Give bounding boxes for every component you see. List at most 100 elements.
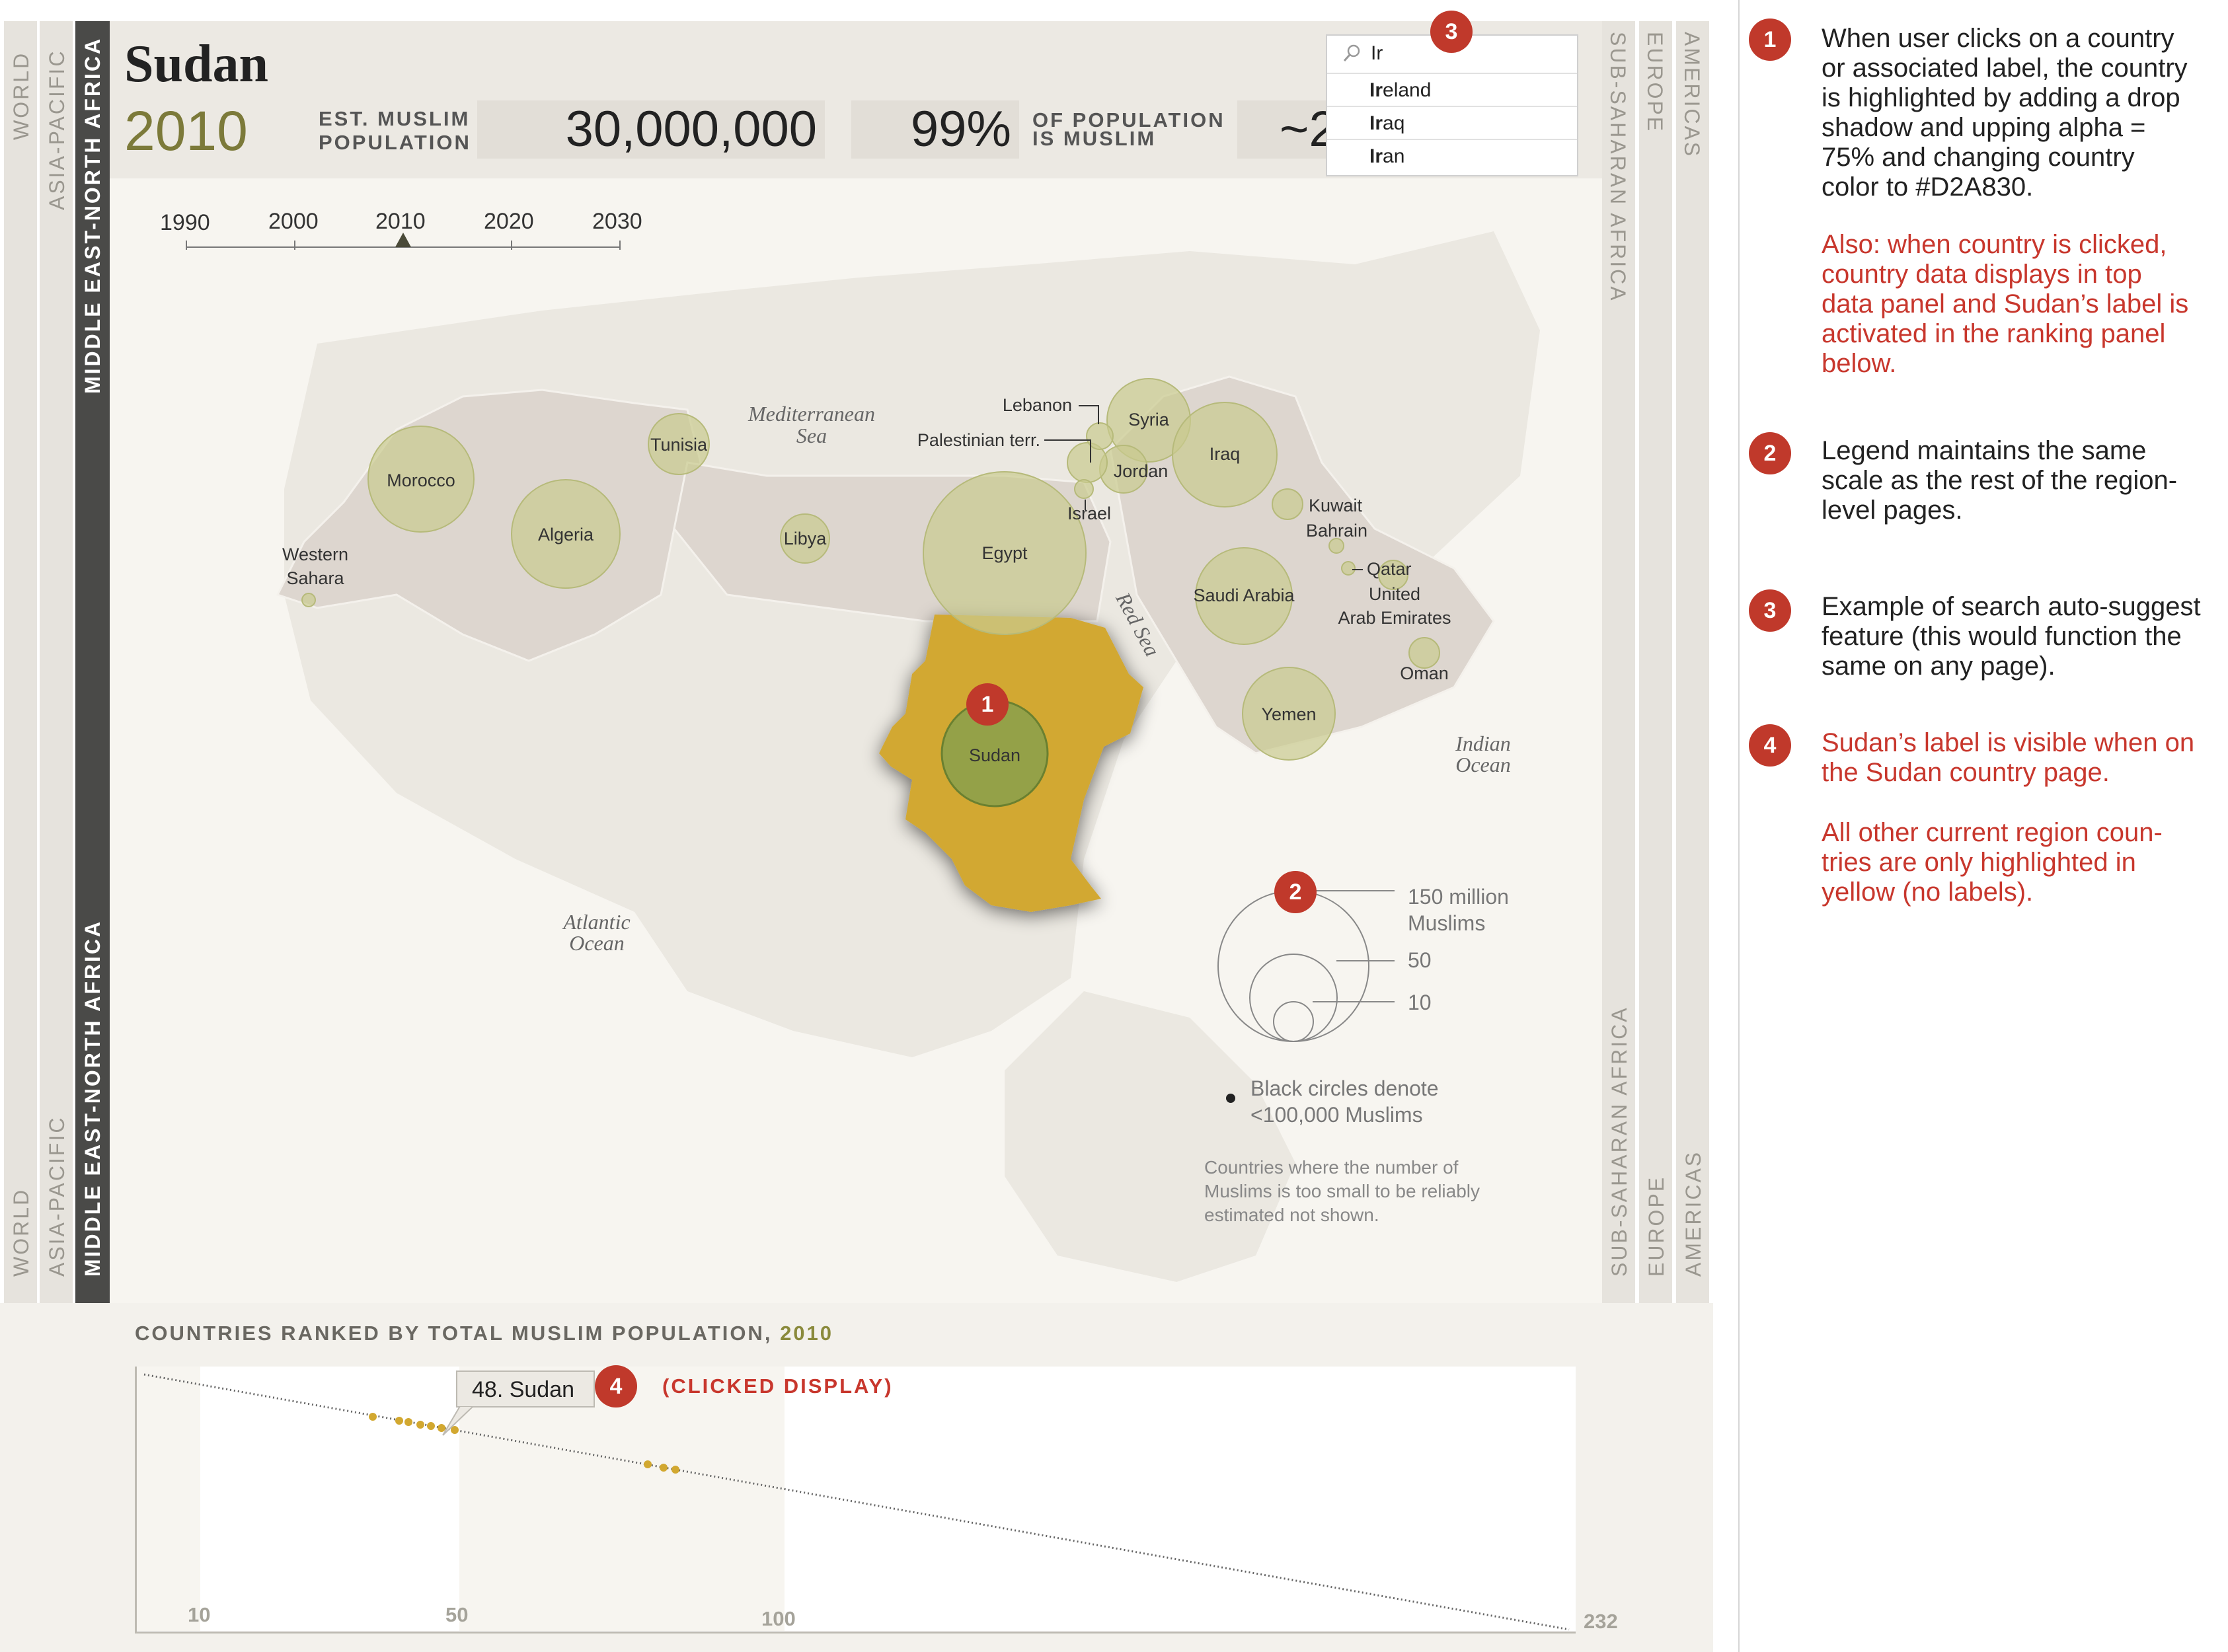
- suggestion-item[interactable]: Ireland: [1327, 73, 1577, 106]
- label-oman[interactable]: Oman: [1400, 663, 1449, 683]
- note-line: color to #D2A830.: [1822, 172, 2034, 202]
- nav-europe-label-bottom[interactable]: EUROPE: [1644, 1175, 1668, 1277]
- suggestion-match: Ir: [1369, 145, 1383, 167]
- bubble-algeria[interactable]: [511, 479, 621, 589]
- note-line: feature (this would function the: [1822, 622, 2182, 651]
- label-kuwait[interactable]: Kuwait: [1309, 496, 1363, 515]
- timeline-year-2020[interactable]: 2020: [484, 209, 534, 234]
- note-line: tries are only highlighted in: [1822, 848, 2136, 877]
- label-jordan[interactable]: Jordan: [1114, 461, 1169, 481]
- nav-asia-pacific-tab[interactable]: [40, 21, 73, 1303]
- bubble-iraq[interactable]: [1172, 402, 1278, 507]
- country-title: Sudan: [124, 35, 268, 93]
- rank-dot[interactable]: [395, 1417, 403, 1425]
- label-bahrain[interactable]: Bahrain: [1306, 521, 1367, 541]
- rank-dot[interactable]: [672, 1466, 679, 1474]
- note-1-red-text: Also: when country is clicked, country d…: [1822, 230, 2188, 379]
- rank-dot[interactable]: [660, 1464, 668, 1472]
- label-egypt[interactable]: Egypt: [981, 543, 1028, 563]
- label-morocco[interactable]: Morocco: [387, 470, 455, 490]
- label-sudan[interactable]: Sudan: [969, 745, 1020, 765]
- bubble-oman[interactable]: [1408, 637, 1440, 669]
- rank-dot[interactable]: [416, 1421, 424, 1429]
- bubble-morocco[interactable]: [367, 426, 475, 533]
- label-tunisia[interactable]: Tunisia: [650, 435, 708, 455]
- rank-dot[interactable]: [404, 1418, 412, 1426]
- label-syria[interactable]: Syria: [1128, 410, 1169, 430]
- nav-world-label-bottom[interactable]: WORLD: [9, 1187, 33, 1277]
- note-line: is highlighted by adding a drop: [1822, 83, 2180, 112]
- nav-ssa-label-top[interactable]: SUB-SAHARAN AFRICA: [1606, 32, 1630, 303]
- nav-americas-label-top[interactable]: AMERICAS: [1680, 32, 1704, 159]
- nav-europe-tab[interactable]: [1639, 21, 1672, 1303]
- bubble-bahrain[interactable]: [1328, 538, 1344, 554]
- note-line: same on any page).: [1822, 652, 2055, 681]
- suggestion-item[interactable]: Iran: [1327, 139, 1577, 172]
- timeline-year-2000[interactable]: 2000: [268, 209, 319, 234]
- nav-europe-label-top[interactable]: EUROPE: [1643, 32, 1667, 133]
- clicked-display-label: (CLICKED DISPLAY): [662, 1374, 894, 1398]
- bubble-uae[interactable]: [1378, 560, 1408, 590]
- rank-dot[interactable]: [427, 1422, 435, 1430]
- rank-dot[interactable]: [644, 1460, 652, 1468]
- nav-ssa-label-bottom[interactable]: SUB-SAHARAN AFRICA: [1607, 1006, 1631, 1277]
- bubble-lebanon[interactable]: [1086, 422, 1114, 450]
- rank-dot[interactable]: [438, 1424, 445, 1432]
- bubble-tunisia[interactable]: [648, 413, 710, 475]
- label-palestinian[interactable]: Palestinian terr.: [917, 430, 1040, 450]
- note-line: All other current region coun-: [1822, 818, 2163, 847]
- bubble-qatar[interactable]: [1341, 561, 1356, 576]
- label-western-sahara-2[interactable]: Sahara: [286, 568, 344, 588]
- timeline-year-1990[interactable]: 1990: [160, 210, 210, 235]
- rank-dot[interactable]: [451, 1426, 459, 1434]
- nav-mena-label-top[interactable]: MIDDLE EAST-NORTH AFRICA: [81, 36, 104, 394]
- label-qatar[interactable]: Qatar: [1367, 559, 1412, 579]
- nav-asia-pacific-label-bottom[interactable]: ASIA-PACIFIC: [45, 1115, 69, 1277]
- bubble-yemen[interactable]: [1242, 667, 1336, 761]
- ranking-plot: [143, 1373, 1570, 1631]
- label-lebanon[interactable]: Lebanon: [1003, 395, 1072, 415]
- label-uae-2[interactable]: Arab Emirates: [1338, 608, 1451, 628]
- nav-asia-pacific-label-top[interactable]: ASIA-PACIFIC: [45, 49, 69, 210]
- note-line: 75% and changing country: [1822, 143, 2135, 172]
- suggestion-item[interactable]: Iraq: [1327, 106, 1577, 139]
- label-saudi-arabia[interactable]: Saudi Arabia: [1193, 585, 1295, 605]
- label-yemen[interactable]: Yemen: [1261, 704, 1316, 724]
- note-4b-text: All other current region coun- tries are…: [1822, 818, 2163, 907]
- legend-circle-50: [1249, 954, 1338, 1042]
- label-iraq[interactable]: Iraq: [1210, 444, 1241, 464]
- pct-label-line2: IS MUSLIM: [1032, 127, 1157, 150]
- label-libya[interactable]: Libya: [784, 529, 827, 548]
- legend-circle-150: [1217, 890, 1369, 1042]
- note-line: Also: when country is clicked,: [1822, 230, 2167, 259]
- nav-americas-tab[interactable]: [1676, 21, 1709, 1303]
- timeline-year-2030[interactable]: 2030: [592, 209, 642, 234]
- timeline-slider-handle[interactable]: [395, 233, 411, 247]
- bubble-egypt[interactable]: [923, 471, 1087, 635]
- nav-world-tab[interactable]: [4, 21, 37, 1303]
- label-uae-1[interactable]: United: [1369, 584, 1420, 604]
- label-algeria[interactable]: Algeria: [538, 525, 594, 544]
- bubble-kuwait[interactable]: [1272, 488, 1303, 520]
- ranking-tooltip[interactable]: 48. Sudan: [456, 1370, 595, 1408]
- legend-150-label-2: Muslims: [1408, 911, 1485, 935]
- nav-americas-label-bottom[interactable]: AMERICAS: [1681, 1150, 1705, 1277]
- nav-world-label-top[interactable]: WORLD: [9, 51, 33, 140]
- annotation-marker-2: 2: [1274, 871, 1317, 913]
- nav-mena-label-bottom[interactable]: MIDDLE EAST-NORTH AFRICA: [81, 919, 104, 1277]
- bubble-saudi-arabia[interactable]: [1195, 547, 1293, 645]
- bubble-israel[interactable]: [1074, 479, 1094, 499]
- label-western-sahara-1[interactable]: Western: [282, 544, 348, 564]
- bubble-western-sahara[interactable]: [301, 593, 316, 607]
- suggestion-rest: aq: [1383, 112, 1405, 134]
- label-israel[interactable]: Israel: [1067, 504, 1111, 523]
- bubble-libya[interactable]: [780, 513, 830, 564]
- search-input[interactable]: Ir: [1327, 36, 1577, 73]
- search-autosuggest: Ir Ireland Iraq Iran: [1326, 34, 1578, 176]
- search-icon: [1343, 44, 1360, 61]
- nav-ssa-tab[interactable]: [1602, 21, 1635, 1303]
- timeline-year-2010[interactable]: 2010: [375, 209, 426, 234]
- nav-mena-tab[interactable]: [75, 21, 110, 1303]
- rank-dot[interactable]: [369, 1413, 377, 1421]
- ranking-chart-area: [135, 1367, 1576, 1633]
